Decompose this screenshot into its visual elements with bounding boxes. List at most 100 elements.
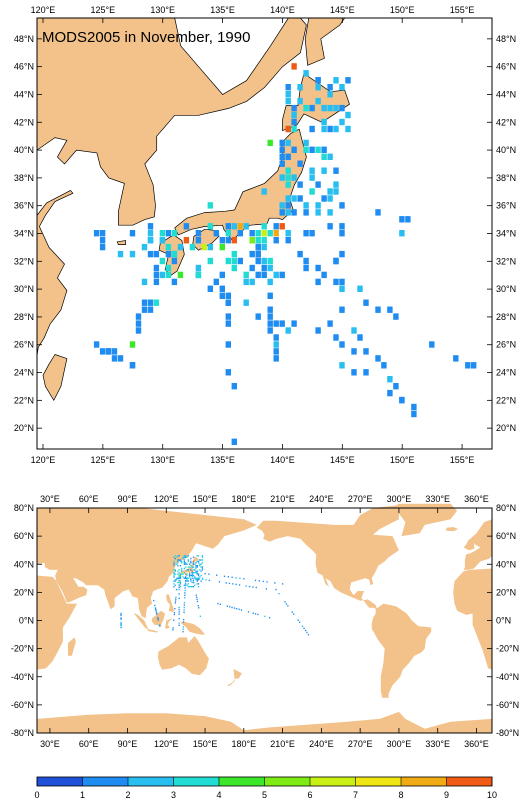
data-cell [213, 230, 219, 237]
data-cell [194, 569, 196, 571]
data-cell [387, 389, 393, 397]
data-cell [165, 230, 172, 237]
data-cell [185, 563, 187, 565]
data-cell [184, 582, 187, 584]
data-cell [279, 139, 285, 147]
data-cell [297, 250, 303, 258]
data-cell [181, 562, 183, 564]
data-cell [199, 563, 201, 565]
data-cell [174, 602, 176, 604]
lon-label: 180°E [232, 739, 257, 749]
lat-label: 46°N [14, 62, 34, 72]
data-cell [199, 569, 201, 571]
data-cell [303, 146, 309, 153]
data-cell [178, 617, 180, 620]
data-cell [177, 555, 179, 557]
data-cell [190, 557, 192, 560]
data-cell [285, 603, 288, 605]
data-cell [309, 230, 315, 237]
data-cell [174, 579, 176, 581]
data-cell [297, 619, 299, 621]
data-cell [219, 285, 225, 292]
data-cell [183, 223, 190, 230]
lat-label: 32°N [496, 256, 516, 266]
lon-label: 125°E [91, 5, 116, 15]
data-cell [345, 111, 351, 119]
data-cell [200, 563, 202, 565]
data-cell [225, 292, 231, 299]
lon-label: 360°E [464, 739, 489, 749]
data-cell [201, 569, 204, 571]
data-cell [173, 580, 175, 582]
data-cell [135, 313, 142, 320]
data-cell-high [291, 63, 297, 70]
data-cell [197, 574, 200, 577]
data-cell [291, 118, 297, 126]
data-cell [273, 348, 279, 355]
data-cell [173, 556, 175, 558]
data-cell [303, 264, 309, 272]
land-greenland [386, 503, 458, 537]
lat-label: 48°N [496, 34, 516, 44]
data-cell [196, 555, 198, 557]
data-cell [192, 577, 194, 579]
data-cell-high [171, 250, 178, 258]
colorbar-label: 8 [398, 790, 403, 800]
data-cell [135, 320, 142, 327]
land-new-guinea [180, 621, 205, 635]
colorbar-label: 0 [34, 790, 39, 800]
data-cell [333, 257, 339, 265]
data-cell [153, 264, 160, 272]
data-cell [273, 223, 279, 230]
regional-data-cells [93, 63, 477, 445]
data-cell [173, 569, 175, 571]
data-cell [195, 577, 197, 579]
data-cell [309, 125, 315, 133]
data-cell [176, 563, 178, 565]
lon-label: 135°E [210, 5, 235, 15]
data-cell [351, 348, 357, 355]
data-cell [363, 348, 369, 355]
data-cell [411, 403, 417, 411]
data-cell [173, 586, 175, 588]
data-cell [120, 624, 122, 627]
data-cell-high [297, 160, 303, 167]
lat-label: 34°N [14, 229, 34, 239]
data-cell [327, 91, 333, 98]
data-cell [267, 313, 273, 320]
colorbar-segment [446, 777, 492, 786]
colorbar-segment [310, 777, 356, 786]
data-cell-high [129, 341, 136, 348]
data-cell [291, 125, 297, 133]
data-cell [196, 598, 198, 601]
data-cell [236, 608, 238, 610]
data-cell [267, 306, 273, 313]
data-cell [196, 600, 199, 603]
data-cell [303, 104, 309, 112]
global-map: 30°E 30°E 60°E 60°E 90°E 90°E 120°E 120°E 150°E 1… [11, 494, 519, 749]
data-cell [120, 618, 122, 620]
data-cell [159, 237, 166, 244]
data-cell [255, 586, 257, 589]
data-cell-high [192, 560, 195, 563]
data-cell [196, 572, 198, 574]
data-cell [333, 181, 339, 188]
data-cell [471, 362, 477, 369]
data-cell [199, 565, 201, 567]
lon-label: 125°E [91, 455, 116, 465]
data-cell [155, 609, 157, 611]
colorbar-label: 10 [487, 790, 497, 800]
data-cell [267, 230, 273, 237]
data-cell [258, 580, 260, 582]
data-cell-high [261, 188, 267, 195]
data-cell [333, 167, 339, 174]
lat-label: 36°N [496, 201, 516, 211]
data-cell [173, 573, 175, 575]
data-cell [321, 146, 327, 153]
data-cell [285, 237, 291, 244]
data-cell [301, 625, 304, 628]
data-cell [291, 195, 297, 202]
data-cell [174, 584, 176, 586]
data-cell [228, 582, 231, 585]
data-cell [225, 341, 231, 348]
